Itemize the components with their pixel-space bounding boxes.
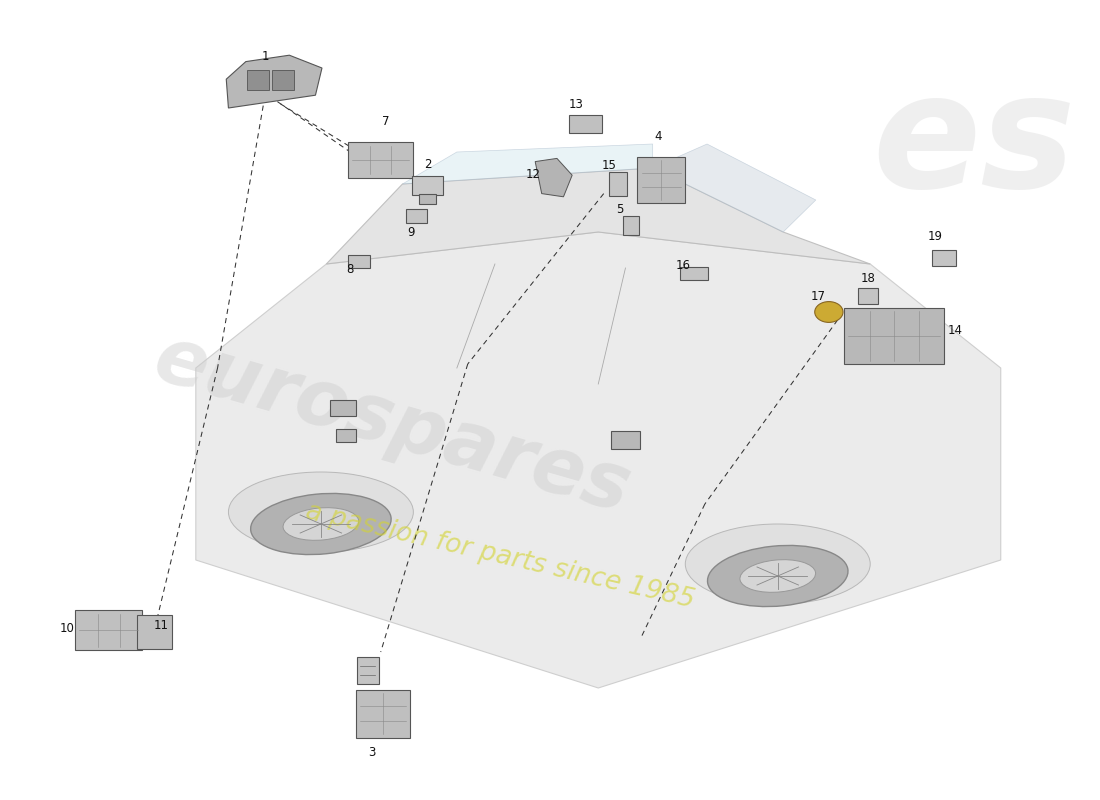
- FancyBboxPatch shape: [406, 209, 428, 222]
- FancyBboxPatch shape: [272, 70, 294, 90]
- Text: 7: 7: [383, 115, 389, 128]
- FancyBboxPatch shape: [609, 172, 627, 196]
- FancyBboxPatch shape: [623, 216, 639, 235]
- Ellipse shape: [283, 508, 359, 540]
- Ellipse shape: [685, 524, 870, 604]
- Text: 18: 18: [860, 272, 876, 285]
- Text: 4: 4: [654, 130, 662, 142]
- FancyBboxPatch shape: [844, 308, 944, 364]
- Text: 17: 17: [811, 290, 825, 302]
- Ellipse shape: [707, 546, 848, 606]
- Text: 8: 8: [346, 263, 354, 276]
- Text: 3: 3: [368, 746, 376, 758]
- Polygon shape: [652, 144, 816, 232]
- FancyBboxPatch shape: [355, 690, 410, 738]
- Text: 2: 2: [424, 158, 431, 170]
- Text: es: es: [872, 66, 1076, 222]
- FancyBboxPatch shape: [356, 657, 378, 684]
- Polygon shape: [536, 158, 572, 197]
- Text: 5: 5: [616, 203, 624, 216]
- Text: 11: 11: [154, 619, 168, 632]
- Text: 10: 10: [60, 622, 75, 634]
- FancyBboxPatch shape: [246, 70, 268, 90]
- Text: 13: 13: [569, 98, 584, 110]
- FancyBboxPatch shape: [412, 176, 442, 195]
- Text: 1: 1: [262, 50, 270, 62]
- Polygon shape: [327, 168, 870, 264]
- Text: 14: 14: [947, 324, 962, 337]
- Ellipse shape: [251, 494, 392, 554]
- Circle shape: [815, 302, 843, 322]
- Text: eurospares: eurospares: [145, 320, 638, 528]
- Ellipse shape: [229, 472, 414, 552]
- FancyBboxPatch shape: [610, 431, 640, 449]
- FancyBboxPatch shape: [75, 610, 143, 650]
- FancyBboxPatch shape: [348, 142, 414, 178]
- FancyBboxPatch shape: [330, 400, 355, 416]
- FancyBboxPatch shape: [637, 157, 685, 202]
- FancyBboxPatch shape: [932, 250, 956, 266]
- Text: 19: 19: [928, 230, 943, 242]
- Text: 15: 15: [602, 159, 617, 172]
- Text: a passion for parts since 1985: a passion for parts since 1985: [304, 498, 697, 614]
- FancyBboxPatch shape: [138, 615, 172, 649]
- FancyBboxPatch shape: [680, 267, 708, 280]
- FancyBboxPatch shape: [569, 115, 602, 133]
- FancyBboxPatch shape: [419, 194, 437, 204]
- Text: 12: 12: [526, 168, 540, 181]
- FancyBboxPatch shape: [858, 288, 879, 303]
- Polygon shape: [403, 144, 652, 184]
- FancyBboxPatch shape: [348, 254, 370, 268]
- Ellipse shape: [740, 560, 815, 592]
- Text: 16: 16: [675, 259, 691, 272]
- Polygon shape: [196, 232, 1001, 688]
- Text: 9: 9: [407, 226, 415, 238]
- Polygon shape: [227, 55, 322, 108]
- FancyBboxPatch shape: [337, 429, 355, 442]
